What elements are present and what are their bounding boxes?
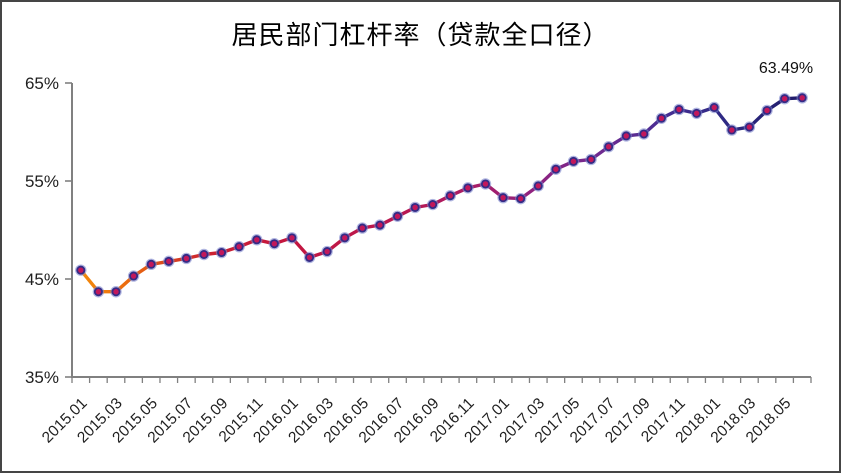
- data-point-marker: [321, 245, 333, 258]
- data-point-marker: [339, 232, 351, 244]
- data-point-marker: [268, 238, 281, 250]
- data-point-marker: [620, 130, 632, 142]
- data-point-marker: [708, 101, 720, 114]
- data-point-marker: [602, 141, 615, 153]
- data-point-marker: [75, 264, 87, 276]
- data-point-marker: [251, 234, 263, 246]
- y-axis-label: 45%: [25, 270, 59, 289]
- data-point-marker: [550, 163, 562, 175]
- chart-title: 居民部门杠杆率（贷款全口径）: [231, 21, 610, 51]
- data-point-marker: [514, 192, 527, 205]
- y-axis-label: 65%: [25, 74, 59, 93]
- data-point-marker: [215, 246, 228, 259]
- data-point-marker: [726, 124, 738, 136]
- data-point-marker: [761, 104, 773, 117]
- data-point-marker: [110, 286, 122, 298]
- data-point-marker: [585, 153, 597, 166]
- data-point-marker: [356, 222, 369, 234]
- data-point-marker: [778, 92, 791, 105]
- data-point-marker: [497, 191, 509, 204]
- axes: [71, 83, 811, 378]
- data-point-marker: [127, 270, 140, 282]
- data-point-marker: [374, 219, 386, 231]
- data-point-marker: [479, 178, 492, 190]
- data-point-marker: [796, 92, 808, 104]
- data-point-marker: [655, 112, 668, 124]
- data-point-marker: [145, 258, 157, 270]
- data-point-marker: [427, 198, 439, 211]
- data-point-marker: [673, 103, 685, 116]
- data-point-marker: [532, 180, 544, 192]
- data-point-marker: [303, 251, 316, 264]
- y-axis-label: 35%: [25, 368, 59, 387]
- data-point-marker: [444, 190, 456, 202]
- data-point-marker: [690, 107, 703, 120]
- data-point-marker: [286, 232, 298, 244]
- data-point-marker: [198, 248, 210, 261]
- data-point-marker: [233, 240, 245, 253]
- data-point-marker: [391, 210, 404, 222]
- peak-value-annotation: 63.49%: [758, 60, 814, 77]
- data-point-marker: [92, 286, 105, 298]
- data-point-marker: [180, 252, 193, 265]
- data-point-marker: [462, 182, 474, 194]
- data-point-marker: [409, 201, 421, 214]
- data-point-marker: [638, 128, 650, 140]
- data-point-marker: [163, 255, 175, 268]
- data-point-marker: [743, 121, 756, 133]
- data-point-marker: [567, 155, 580, 168]
- y-axis-label: 55%: [25, 172, 59, 191]
